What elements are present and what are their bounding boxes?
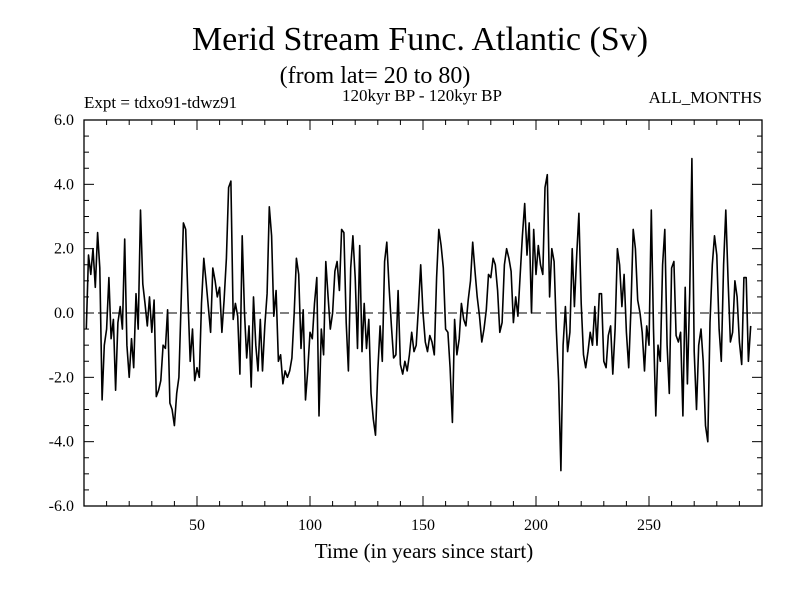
- x-tick-label: 50: [189, 517, 205, 534]
- series-line: [85, 157, 752, 472]
- period-label: 120kyr BP - 120kyr BP: [342, 86, 502, 105]
- months-label: ALL_MONTHS: [649, 88, 762, 107]
- y-tick-label: 6.0: [54, 112, 74, 129]
- x-tick-label: 100: [298, 517, 322, 534]
- plot-frame: [83, 119, 763, 507]
- y-tick-label: 0.0: [54, 305, 74, 322]
- y-tick-label: 2.0: [54, 241, 74, 258]
- x-axis-label: Time (in years since start): [315, 539, 534, 563]
- x-tick-label: 200: [524, 517, 548, 534]
- x-tick-label: 150: [411, 517, 435, 534]
- chart-title: Merid Stream Func. Atlantic (Sv): [192, 21, 648, 58]
- y-tick-label: -4.0: [49, 434, 74, 451]
- chart-subtitle: (from lat= 20 to 80): [280, 63, 471, 89]
- axis-tick-labels: 50 100 150 200 250 -6.0 -4.0 -2.0 0.0 2.0 4.0 6.0: [49, 112, 661, 534]
- y-tick-label: 4.0: [54, 176, 74, 193]
- x-tick-label: 250: [637, 517, 661, 534]
- y-tick-label: -2.0: [49, 369, 74, 386]
- y-tick-label: -6.0: [49, 498, 74, 515]
- experiment-label: Expt = tdxo91-tdwz91: [84, 93, 237, 112]
